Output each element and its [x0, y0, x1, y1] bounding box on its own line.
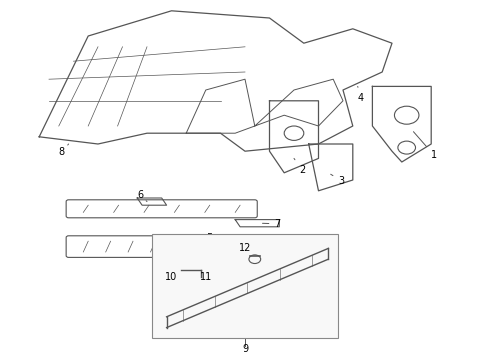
Text: 11: 11	[200, 272, 212, 282]
Text: 4: 4	[358, 86, 364, 103]
Text: 2: 2	[294, 158, 305, 175]
Text: 3: 3	[331, 174, 344, 186]
Text: 1: 1	[414, 132, 437, 161]
Text: 6: 6	[137, 190, 147, 202]
Text: 12: 12	[239, 243, 251, 253]
Text: 7: 7	[263, 219, 281, 229]
Bar	[152, 234, 338, 338]
Text: 5: 5	[188, 233, 212, 254]
Text: 8: 8	[59, 144, 69, 157]
Text: 9: 9	[242, 344, 248, 354]
Text: 10: 10	[165, 272, 177, 282]
